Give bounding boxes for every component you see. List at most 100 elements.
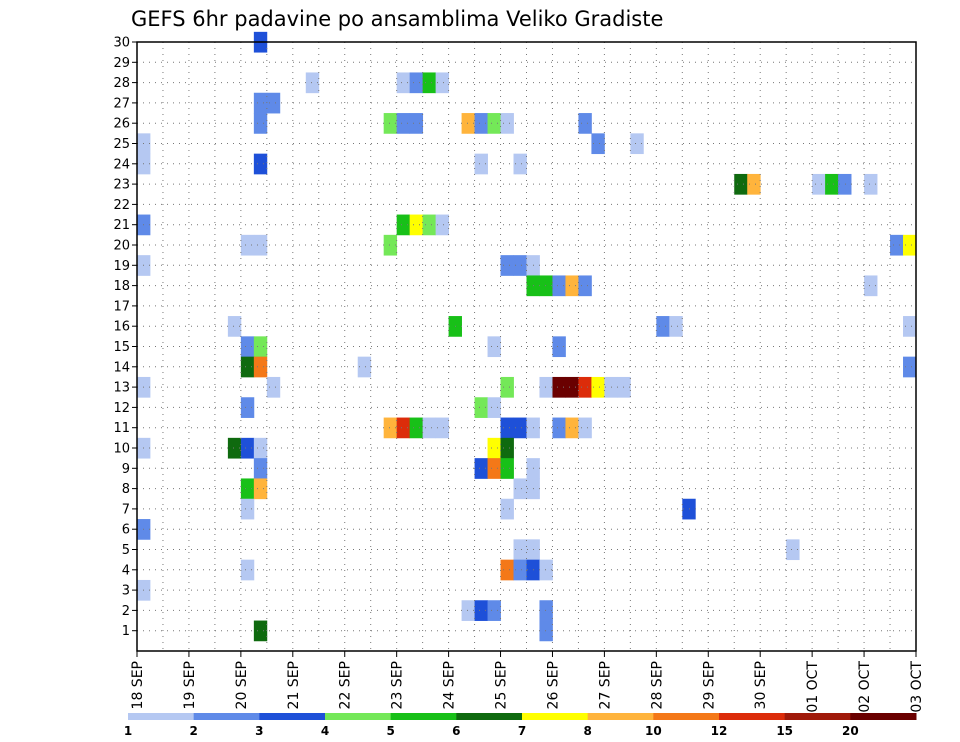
- heatmap-cell-57: [487, 336, 501, 358]
- heatmap-cell-113: [539, 559, 553, 581]
- y-tick-label-18: 18: [113, 279, 130, 294]
- color-legend: 1 2 3 4 5 6 7 8 10 12 15 20: [124, 713, 917, 738]
- heatmap-cell-73: [240, 397, 255, 418]
- legend-label-11: 15: [776, 724, 793, 738]
- legend-swatch-12: [850, 713, 917, 720]
- heatmap-cell-29: [864, 173, 878, 195]
- heatmap-cell-80: [435, 417, 449, 439]
- y-tick-label-30: 30: [113, 36, 130, 51]
- x-tick-label-0: 18 SEP: [130, 661, 146, 709]
- heatmap-cell-52: [656, 316, 670, 337]
- y-tick-label-1: 1: [122, 624, 130, 639]
- heatmap-cell-5: [435, 72, 449, 94]
- heatmap-cell-19: [630, 133, 644, 155]
- heatmap-cell-9: [383, 113, 398, 134]
- legend-label-5: 5: [386, 724, 394, 738]
- heatmap-cell-32: [409, 214, 424, 236]
- y-tick-label-4: 4: [122, 563, 130, 578]
- heatmap-cell-18: [591, 133, 605, 155]
- heatmap-cell-1: [305, 72, 320, 94]
- heatmap-cell-115: [461, 600, 475, 621]
- heatmap-cell-24: [734, 173, 748, 195]
- x-tick-label-10: 28 SEP: [649, 661, 665, 709]
- heatmap-cell-27: [825, 173, 839, 195]
- heatmap-cell-39: [903, 234, 917, 256]
- legend-label-9: 10: [645, 724, 662, 738]
- y-tick-label-2: 2: [122, 604, 130, 619]
- heatmap-cell-119: [539, 620, 553, 642]
- y-tick-label-22: 22: [113, 198, 130, 213]
- x-tick-label-5: 23 SEP: [390, 661, 406, 709]
- heatmap-cell-102: [240, 498, 255, 520]
- y-tick-label-3: 3: [122, 584, 130, 599]
- heatmap-cell-109: [240, 559, 255, 581]
- heatmap-cell-12: [461, 113, 475, 134]
- legend-label-12: 20: [842, 724, 859, 738]
- y-tick-label-28: 28: [113, 76, 130, 91]
- heatmap-cell-8: [253, 113, 268, 134]
- legend-label-2: 2: [189, 724, 197, 738]
- heatmap-cell-15: [500, 113, 514, 134]
- heatmap-cell-103: [500, 498, 514, 520]
- legend-swatch-4: [325, 713, 392, 720]
- x-tick-label-13: 01 OCT: [805, 661, 821, 713]
- chart-title: GEFS 6hr padavine po ansamblima Veliko G…: [131, 7, 663, 31]
- heatmap-cell-23: [513, 153, 527, 175]
- heatmap-cell-116: [474, 600, 488, 621]
- heatmap-cell-47: [565, 275, 579, 297]
- heatmap-cell-81: [500, 417, 514, 439]
- y-tick-label-14: 14: [113, 360, 130, 375]
- legend-swatch-5: [390, 713, 457, 720]
- heatmap-cell-2: [396, 72, 411, 94]
- heatmap-cell-61: [357, 356, 372, 378]
- heatmap-cell-84: [552, 417, 566, 439]
- legend-swatch-1: [128, 713, 195, 720]
- x-tick-label-11: 29 SEP: [701, 661, 717, 709]
- heatmap-cell-6: [253, 92, 268, 114]
- heatmap-cell-86: [578, 417, 592, 439]
- heatmap-cell-94: [474, 458, 488, 479]
- heatmap-cell-74: [474, 397, 488, 418]
- heatmap-cell-88: [227, 437, 242, 459]
- y-tick-label-20: 20: [113, 239, 130, 254]
- heatmap-cell-64: [266, 376, 281, 398]
- heatmap-cell-82: [513, 417, 527, 439]
- heatmap-cell-42: [513, 255, 527, 276]
- y-tick-label-27: 27: [113, 96, 130, 111]
- legend-label-10: 12: [711, 724, 728, 738]
- x-tick-label-3: 21 SEP: [286, 661, 302, 709]
- y-tick-label-10: 10: [113, 442, 130, 457]
- heatmap-cell-75: [487, 397, 501, 418]
- heatmap-cell-10: [396, 113, 411, 134]
- x-tick-label-4: 22 SEP: [338, 661, 354, 709]
- heatmap-cell-90: [253, 437, 268, 459]
- legend-label-1: 1: [124, 724, 132, 738]
- legend-label-8: 8: [583, 724, 591, 738]
- heatmap-cell-58: [552, 336, 566, 358]
- heatmap-cell-76: [383, 417, 398, 439]
- y-tick-label-16: 16: [113, 320, 130, 335]
- legend-label-4: 4: [321, 724, 329, 738]
- heatmap-cell-31: [396, 214, 411, 236]
- cells-layer: [137, 31, 917, 642]
- legend-swatch-11: [784, 713, 851, 720]
- heatmap-cell-53: [669, 316, 683, 337]
- heatmap-cell-28: [838, 173, 852, 195]
- heatmap-cell-111: [513, 559, 527, 581]
- legend-label-6: 6: [452, 724, 460, 738]
- heatmap-cell-38: [890, 234, 904, 256]
- heatmap-cell-37: [383, 234, 398, 256]
- heatmap-cell-72: [617, 376, 631, 398]
- x-tick-label-9: 27 SEP: [597, 661, 613, 709]
- heatmap-cell-3: [409, 72, 424, 94]
- heatmap-cell-25: [747, 173, 761, 195]
- x-axis-ticks: 18 SEP 19 SEP 20 SEP 21 SEP 22 SEP 23 SEP 24 S…: [130, 651, 925, 713]
- heatmap-cell-77: [396, 417, 411, 439]
- heatmap-cell-91: [487, 437, 501, 459]
- heatmap-cell-50: [227, 316, 242, 337]
- heatmap-cell-56: [253, 336, 268, 358]
- heatmap-cell-70: [591, 376, 605, 398]
- heatmap-cell-48: [578, 275, 592, 297]
- heatmap-cell-65: [500, 376, 514, 398]
